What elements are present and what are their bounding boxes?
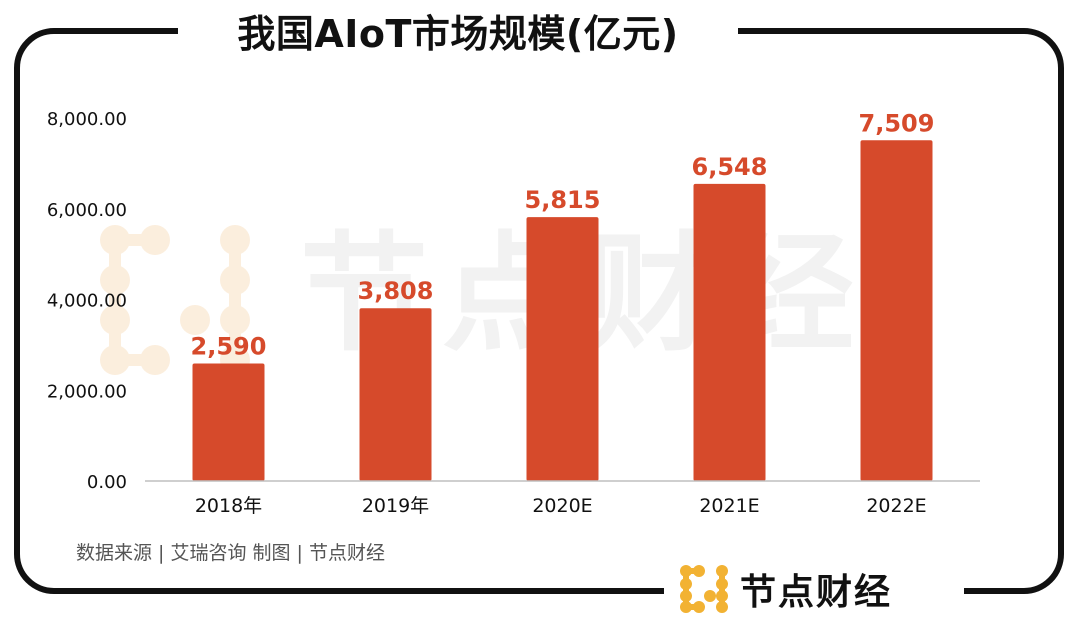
x-tick-label: 2020E bbox=[532, 495, 592, 517]
y-axis: 0.00 2,000.00 4,000.00 6,000.00 8,000.00 bbox=[47, 109, 127, 493]
bar-series bbox=[192, 140, 933, 482]
y-tick-label: 8,000.00 bbox=[47, 109, 127, 130]
bar-value-label: 7,509 bbox=[859, 109, 935, 137]
y-tick-label: 2,000.00 bbox=[47, 381, 127, 402]
bar-value-label: 3,808 bbox=[358, 277, 434, 305]
node-dots-logo-icon bbox=[680, 565, 728, 613]
y-tick-label: 0.00 bbox=[87, 472, 127, 493]
bar-value-label: 5,815 bbox=[525, 186, 601, 214]
bar bbox=[526, 217, 599, 481]
brand-container: 节点财经 bbox=[664, 560, 964, 618]
x-tick-label: 2019年 bbox=[362, 495, 429, 517]
x-tick-label: 2022E bbox=[866, 495, 926, 517]
title-container: 我国AIoT市场规模(亿元) bbox=[178, 4, 738, 56]
x-axis: 2018年 2019年 2020E 2021E 2022E bbox=[195, 495, 927, 517]
bar bbox=[693, 183, 766, 481]
y-tick-label: 6,000.00 bbox=[47, 200, 127, 221]
x-tick-label: 2021E bbox=[699, 495, 759, 517]
source-note: 数据来源 | 艾瑞咨询 制图 | 节点财经 bbox=[76, 542, 386, 564]
bar bbox=[860, 140, 933, 482]
bar-value-label: 2,590 bbox=[191, 332, 267, 360]
chart-title: 我国AIoT市场规模(亿元) bbox=[237, 11, 679, 56]
value-labels: 2,590 3,808 5,815 6,548 7,509 bbox=[191, 109, 935, 360]
bar bbox=[192, 363, 265, 481]
x-tick-label: 2018年 bbox=[195, 495, 262, 517]
bar bbox=[359, 308, 432, 481]
bar-value-label: 6,548 bbox=[692, 153, 768, 181]
y-tick-label: 4,000.00 bbox=[47, 291, 127, 312]
brand-name: 节点财经 bbox=[740, 572, 893, 613]
